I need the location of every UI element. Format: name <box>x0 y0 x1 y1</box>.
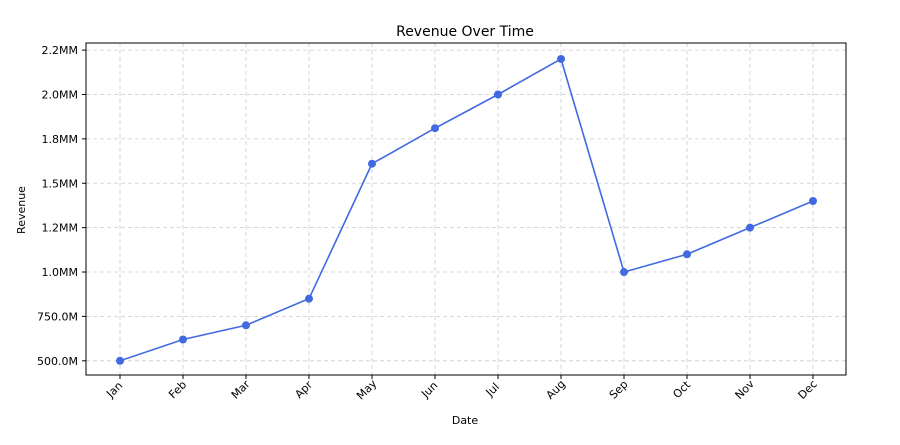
data-point <box>116 356 124 365</box>
y-tick-label: 2.0MM <box>42 88 78 101</box>
y-tick-label: 1.5MM <box>42 177 78 190</box>
chart-title: Revenue Over Time <box>396 24 534 40</box>
grid-lines <box>86 43 846 375</box>
x-tick-label: May <box>354 377 380 403</box>
y-tick-label: 2.2MM <box>42 44 78 57</box>
y-axis: 500.0M 750.0M 1.0MM 1.2MM 1.5MM 1.8MM 2.0MM 2.2… <box>37 44 86 368</box>
y-axis-title: Revenue <box>15 186 28 234</box>
x-tick-label: Aug <box>544 378 568 402</box>
y-tick-label: 1.2MM <box>42 222 78 235</box>
x-tick-label: Oct <box>670 378 693 401</box>
plot-area-border <box>85 42 847 376</box>
data-series <box>116 54 817 365</box>
x-tick-label: Feb <box>166 378 189 401</box>
x-tick-label: Apr <box>292 378 315 401</box>
data-point <box>242 321 250 330</box>
x-tick-label: Nov <box>733 377 758 402</box>
data-point <box>368 159 376 168</box>
x-tick-label: Mar <box>229 377 253 401</box>
y-tick-label: 1.8MM <box>42 133 78 146</box>
x-axis-title: Date <box>452 414 479 427</box>
data-point <box>620 268 628 277</box>
data-point <box>179 335 187 344</box>
x-tick-label: Jul <box>483 380 502 399</box>
x-tick-label: Dec <box>796 378 820 402</box>
data-point <box>431 124 439 133</box>
y-tick-label: 750.0M <box>37 310 78 323</box>
data-point <box>494 90 502 99</box>
x-tick-label: Jun <box>418 379 440 401</box>
data-point <box>557 54 565 63</box>
x-tick-label: Sep <box>607 378 631 402</box>
y-tick-label: 1.0MM <box>42 266 78 279</box>
data-point <box>683 250 691 259</box>
data-point <box>746 223 754 232</box>
y-tick-label: 500.0M <box>37 355 78 368</box>
data-point <box>809 197 817 206</box>
data-point <box>305 294 313 303</box>
x-axis: Jan Feb Mar Apr May Jun Jul Aug Sep Oct Nov Dec <box>103 375 820 403</box>
x-tick-label: Jan <box>103 379 125 401</box>
series-line <box>119 57 814 362</box>
